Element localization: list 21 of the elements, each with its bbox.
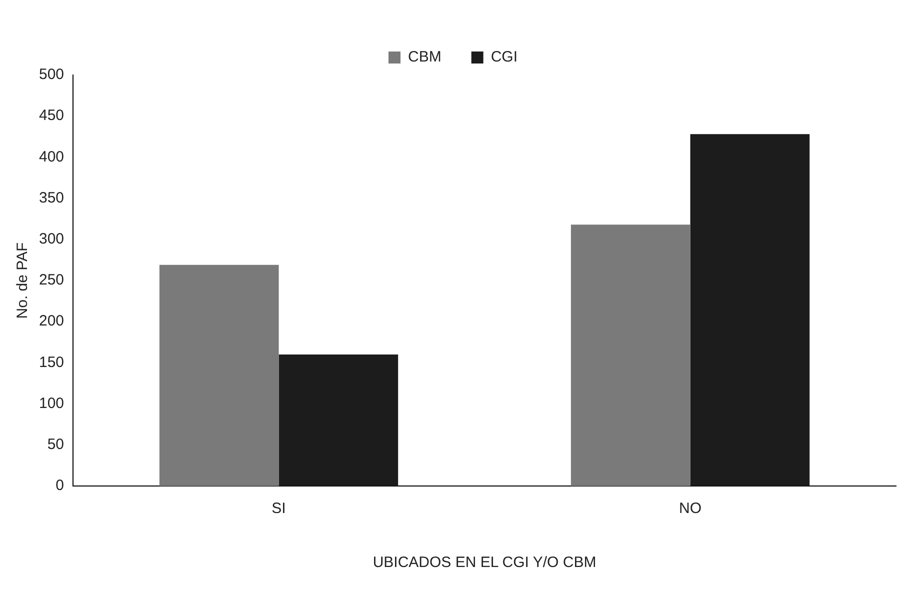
y-tick-label: 100 [38, 394, 64, 412]
bar [278, 354, 398, 486]
x-tick-label: NO [679, 500, 702, 518]
y-tick-label: 350 [38, 189, 64, 206]
y-tick-label: 50 [47, 436, 64, 454]
y-tick-label: 0 [56, 477, 64, 494]
y-tick-label: 150 [38, 354, 64, 371]
y-tick-label: 250 [38, 272, 64, 289]
y-axis-title: No. de PAF [14, 242, 32, 319]
bar [159, 264, 279, 486]
bar [690, 134, 810, 486]
x-tick-label: SI [272, 500, 286, 518]
y-tick-label: 400 [38, 148, 64, 166]
x-axis-title: UBICADOS EN EL CGI Y/O CBM [372, 554, 596, 572]
legend-label: CBM [408, 48, 442, 66]
y-tick-label: 300 [38, 230, 64, 248]
legend-label: CGI [490, 48, 518, 66]
y-tick-label: 200 [38, 312, 64, 330]
bar [570, 224, 690, 486]
y-tick-label: 450 [38, 107, 64, 124]
y-tick-label: 500 [38, 66, 64, 84]
